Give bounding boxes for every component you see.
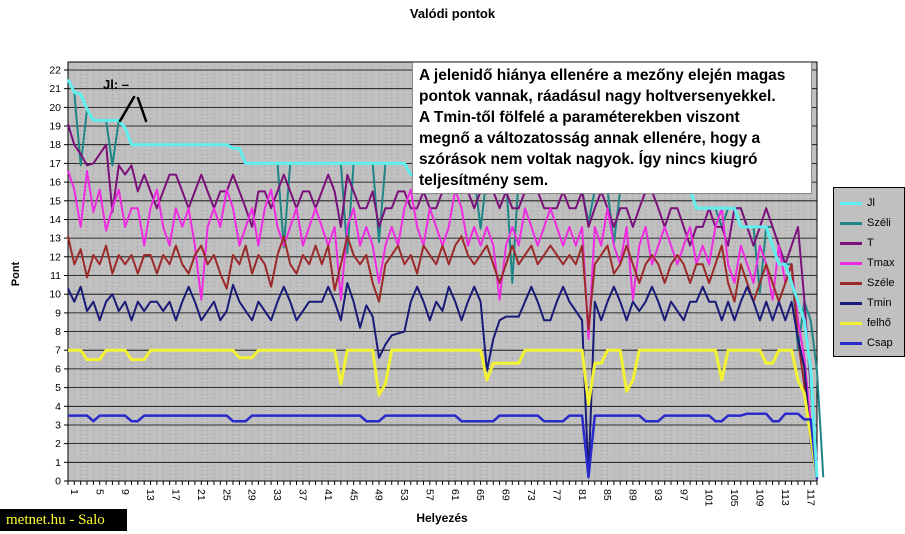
y-tick-label: 9 — [55, 307, 61, 319]
x-tick-label: 53 — [398, 489, 410, 501]
x-tick-label: 89 — [627, 489, 639, 501]
x-tick-label: 61 — [449, 489, 461, 501]
legend-swatch — [840, 261, 862, 265]
jl-callout-mark — [118, 95, 148, 123]
x-tick-label: 77 — [550, 489, 562, 501]
x-tick-label: 97 — [677, 489, 689, 501]
y-axis-title: Pont — [10, 261, 22, 287]
legend-swatch — [840, 221, 862, 225]
chart-title: Valódi pontok — [409, 6, 496, 21]
series-line-széle — [67, 235, 818, 476]
x-tick-label: 45 — [347, 489, 359, 501]
y-tick-label: 3 — [55, 420, 61, 432]
legend-entry-felhő: felhő — [834, 313, 904, 333]
y-tick-label: 14 — [49, 214, 61, 226]
legend-label: Tmax — [867, 257, 895, 269]
series-line-tmin — [67, 282, 818, 480]
x-tick-label: 57 — [424, 489, 436, 501]
y-tick-label: 20 — [49, 102, 61, 114]
legend-entry-tmax: Tmax — [834, 253, 904, 273]
legend-swatch — [840, 341, 862, 345]
x-tick-label: 109 — [754, 489, 766, 507]
legend-swatch — [840, 321, 862, 325]
legend-label: felhő — [867, 317, 891, 329]
legend-entry-széle: Széle — [834, 273, 904, 293]
x-tick-label: 81 — [576, 489, 588, 501]
x-tick-label: 73 — [525, 489, 537, 501]
x-tick-label: 13 — [144, 489, 156, 501]
y-tick-label: 2 — [55, 438, 61, 450]
x-tick-label: 85 — [601, 489, 613, 501]
y-tick-label: 1 — [55, 457, 61, 469]
x-tick-label: 65 — [474, 489, 486, 501]
y-tick-label: 10 — [49, 289, 61, 301]
x-tick-label: 25 — [220, 489, 232, 501]
x-tick-label: 105 — [728, 489, 740, 507]
x-tick-label: 117 — [804, 489, 816, 506]
y-tick-label: 4 — [55, 401, 61, 413]
y-tick-label: 22 — [49, 65, 61, 77]
y-tick-label: 11 — [50, 270, 61, 282]
x-tick-label: 33 — [271, 489, 283, 501]
x-tick-label: 21 — [195, 489, 207, 501]
legend-swatch — [840, 201, 862, 205]
legend-entry-csap: Csap — [834, 333, 904, 353]
legend-entry-széli: Széli — [834, 213, 904, 233]
x-tick-label: 17 — [170, 489, 182, 501]
legend-swatch — [840, 241, 862, 245]
y-tick-label: 18 — [49, 139, 61, 151]
chart-legend: Jl Széli T Tmax Széle Tmin felhő Csap — [833, 187, 905, 357]
series-line-felhő — [68, 348, 819, 478]
legend-entry-t: T — [834, 233, 904, 253]
y-tick-label: 15 — [49, 195, 61, 207]
y-tick-label: 0 — [55, 476, 61, 488]
y-tick-label: 21 — [49, 83, 61, 95]
y-tick-label: 13 — [49, 233, 61, 245]
y-tick-label: 7 — [55, 345, 61, 357]
x-tick-label: 49 — [373, 489, 385, 501]
series-line-csap — [68, 412, 819, 480]
y-tick-label: 8 — [55, 326, 61, 338]
legend-label: Széle — [867, 277, 895, 289]
y-tick-label: 5 — [55, 382, 61, 394]
legend-label: Csap — [867, 337, 893, 349]
x-tick-label: 9 — [119, 489, 131, 495]
y-tick-label: 12 — [49, 251, 61, 263]
jl-callout-label: Jl: – — [103, 77, 130, 92]
legend-label: Tmin — [867, 297, 892, 309]
y-tick-label: 16 — [49, 177, 61, 189]
x-tick-label: 1 — [68, 489, 80, 495]
legend-entry-tmin: Tmin — [834, 293, 904, 313]
x-tick-label: 101 — [703, 489, 715, 507]
x-tick-label: 113 — [779, 489, 791, 506]
x-tick-label: 41 — [322, 489, 334, 501]
x-tick-label: 69 — [500, 489, 512, 501]
annotation-text-box: A jelenidő hiánya ellenére a mezőny elej… — [412, 62, 812, 194]
legend-label: T — [867, 237, 874, 249]
watermark: metnet.hu - Salo — [0, 509, 127, 531]
legend-entry-jl: Jl — [834, 193, 904, 213]
x-axis-title: Helyezés — [416, 511, 468, 525]
x-tick-label: 29 — [246, 489, 258, 501]
x-tick-label: 37 — [297, 489, 309, 501]
x-tick-label: 93 — [652, 489, 664, 501]
y-tick-label: 6 — [55, 363, 61, 375]
legend-swatch — [840, 301, 862, 305]
y-tick-label: 19 — [49, 121, 61, 133]
legend-swatch — [840, 281, 862, 285]
y-tick-label: 17 — [49, 158, 61, 170]
x-tick-label: 5 — [93, 489, 105, 495]
legend-label: Széli — [867, 217, 891, 229]
legend-label: Jl — [867, 197, 875, 209]
